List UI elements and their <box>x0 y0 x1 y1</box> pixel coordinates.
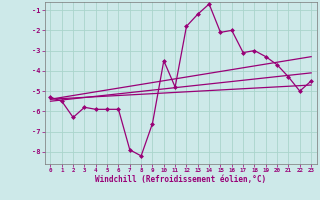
X-axis label: Windchill (Refroidissement éolien,°C): Windchill (Refroidissement éolien,°C) <box>95 175 266 184</box>
